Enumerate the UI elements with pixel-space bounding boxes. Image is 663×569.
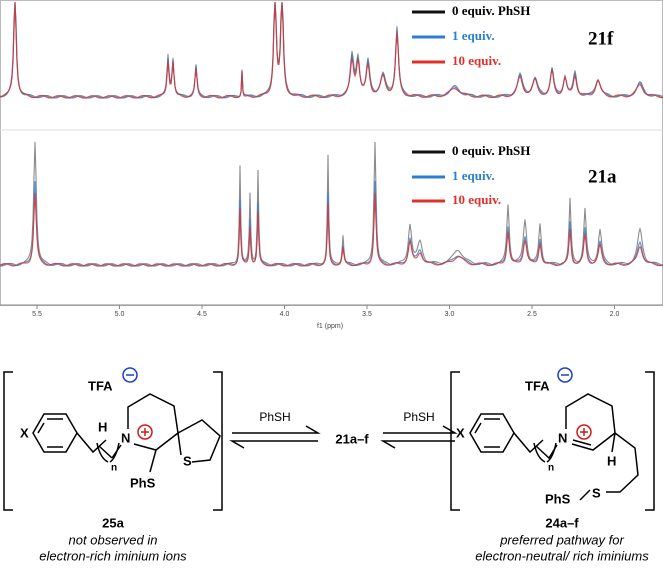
compound-id: 24a–f <box>545 515 579 530</box>
arrow <box>229 425 321 449</box>
piperidine <box>127 393 179 451</box>
tick-label: 3.0 <box>445 311 455 318</box>
thiolane <box>177 419 221 463</box>
charge-minus <box>557 367 573 383</box>
propyl <box>606 432 639 493</box>
tick-label: 3.5 <box>362 311 372 318</box>
piperidine <box>565 393 616 451</box>
spectra <box>0 1 663 267</box>
atom: X <box>456 425 465 440</box>
reagent: PhSH <box>259 410 290 424</box>
legend-text: 10 equiv. <box>452 192 501 207</box>
bond <box>611 432 616 453</box>
legend-text: 0 equiv. PhSH <box>452 3 530 18</box>
atom: N <box>558 430 567 445</box>
atom: H <box>607 453 616 468</box>
structure-right: TFA X n N H S PhS 24a–f preferred pathwa… <box>450 367 655 563</box>
legend-text: 10 equiv. <box>452 53 501 68</box>
bond <box>579 489 591 501</box>
bond <box>149 449 157 473</box>
atom: PhS <box>545 491 571 506</box>
spectrum-trace <box>0 1 663 99</box>
atom: n <box>111 463 117 474</box>
charge-plus <box>576 424 592 440</box>
charge-minus <box>122 367 138 383</box>
caption: preferred pathway for <box>499 532 624 547</box>
structure-left: TFA X n H N S PhS 25a not observed in el… <box>3 367 223 563</box>
charge-plus <box>137 424 153 440</box>
equilibrium: PhSH 21a–f PhSH <box>229 410 458 449</box>
tick-label: 5.0 <box>115 311 125 318</box>
spectrum-trace <box>0 192 663 267</box>
tick-label: 2.5 <box>527 311 537 318</box>
benzene <box>32 413 78 453</box>
axis-title: f1 (ppm) <box>317 323 343 330</box>
atom: S <box>592 485 601 500</box>
spectrum-label: 21a <box>588 166 617 187</box>
compound-id: 25a <box>102 515 124 530</box>
legend-text: 1 equiv. <box>452 28 495 43</box>
charge-plus <box>141 428 149 436</box>
caption: electron-neutral/ rich iminiums <box>475 548 649 563</box>
atom: S <box>183 453 192 468</box>
spectrum-trace <box>0 141 663 267</box>
caption: not observed in <box>69 532 158 547</box>
benzene-inner <box>474 418 500 448</box>
tick-label: 4.0 <box>280 311 290 318</box>
atom: n <box>548 463 554 474</box>
tick-label: 5.5 <box>32 311 42 318</box>
chain <box>76 432 122 459</box>
legend-bottom: 0 equiv. PhSH 1 equiv. 10 equiv. 21a <box>412 143 617 207</box>
n-bracket <box>533 442 557 463</box>
legend-text: 1 equiv. <box>452 168 495 183</box>
x-ticks: 5.5 5.0 4.5 4.0 3.5 3.0 2.5 2.0 <box>32 305 619 318</box>
caption: electron-rich iminium ions <box>39 548 187 563</box>
benzene-inner <box>37 418 63 448</box>
legend-text: 0 equiv. PhSH <box>452 143 530 158</box>
reagent: PhSH <box>403 410 434 424</box>
arrow <box>380 425 458 449</box>
center-compound: 21a–f <box>335 431 369 446</box>
tick-label: 2.0 <box>610 311 620 318</box>
atom: H <box>98 419 107 434</box>
bracket <box>450 371 655 511</box>
bracket <box>3 371 223 511</box>
n-bracket <box>96 442 120 463</box>
atom: N <box>121 430 130 445</box>
atom: X <box>20 425 29 440</box>
benzene <box>469 413 515 453</box>
counterion: TFA <box>88 378 113 393</box>
spectrum-label: 21f <box>588 28 614 49</box>
spectrum-trace <box>0 180 663 267</box>
tick-label: 4.5 <box>197 311 207 318</box>
charge-plus <box>580 428 588 436</box>
counterion: TFA <box>525 378 550 393</box>
legend-top: 0 equiv. PhSH 1 equiv. 10 equiv. 21f <box>412 3 614 68</box>
atom: PhS <box>130 475 156 490</box>
chain <box>513 432 558 460</box>
